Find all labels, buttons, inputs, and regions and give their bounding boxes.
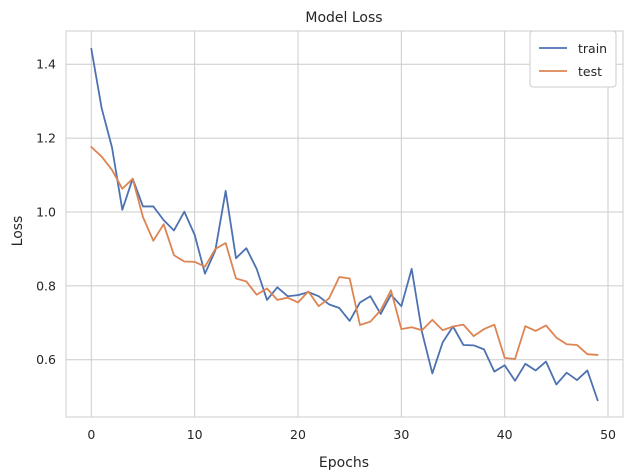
- plot-area: [65, 30, 624, 418]
- x-tick-label: 30: [393, 427, 409, 442]
- legend-train-label: train: [578, 41, 607, 56]
- x-axis-label: Epochs: [319, 455, 369, 471]
- x-tick-label: 20: [290, 427, 306, 442]
- y-tick-label: 1.4: [36, 57, 56, 72]
- series-lines: [90, 47, 599, 402]
- legend-test-label: test: [578, 64, 602, 79]
- x-tick-label: 40: [497, 427, 513, 442]
- y-tick-label: 0.8: [36, 278, 56, 293]
- y-tick-label: 1.0: [36, 204, 56, 219]
- x-tick-labels: 0 10 20 30 40 50: [87, 427, 616, 442]
- x-tick-label: 10: [187, 427, 203, 442]
- y-tick-label: 1.2: [36, 131, 56, 146]
- grid-lines: [66, 31, 623, 417]
- legend-box: [529, 30, 617, 88]
- y-tick-labels: 0.6 0.8 1.0 1.2 1.4: [36, 57, 56, 368]
- x-tick-label: 50: [600, 427, 616, 442]
- series-line-test: [90, 146, 599, 360]
- x-tick-label: 0: [87, 427, 95, 442]
- chart-title: Model Loss: [305, 10, 382, 26]
- plot-background: [65, 30, 624, 418]
- y-axis-label: Loss: [10, 216, 26, 247]
- legend: train test: [529, 30, 617, 88]
- y-tick-label: 0.6: [36, 352, 56, 367]
- series-line-train: [90, 47, 599, 402]
